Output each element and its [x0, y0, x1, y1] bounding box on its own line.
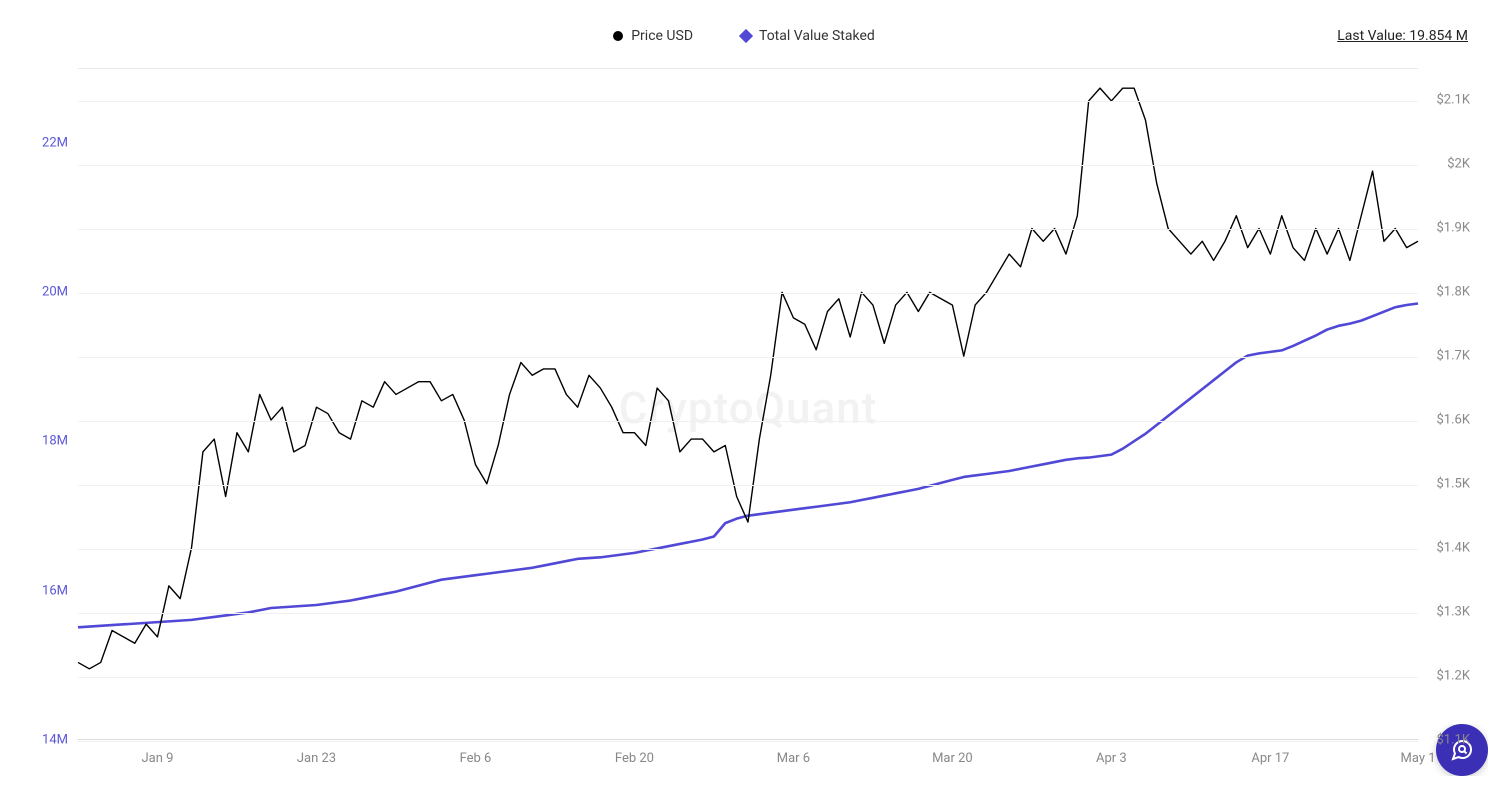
legend-item-price[interactable]: Price USD: [613, 28, 693, 44]
y-right-tick-label: $1.4K: [1436, 541, 1470, 556]
x-tick-label: Jan 23: [297, 751, 336, 766]
y-left-tick-label: 14M: [18, 733, 68, 748]
y-right-tick-label: $1.9K: [1436, 221, 1470, 236]
circle-marker-icon: [613, 31, 623, 41]
last-value-readout[interactable]: Last Value: 19.854 M: [1337, 28, 1468, 44]
x-tick-label: Jan 9: [142, 751, 174, 766]
gridline: [78, 741, 1418, 742]
plot-area[interactable]: CryptoQuant: [78, 68, 1418, 740]
gridline: [78, 293, 1418, 294]
x-tick-label: Feb 6: [460, 751, 492, 766]
chart-svg: [78, 69, 1418, 739]
x-tick-label: Mar 6: [777, 751, 810, 766]
gridline: [78, 229, 1418, 230]
y-left-tick-label: 16M: [18, 583, 68, 598]
gridline: [78, 421, 1418, 422]
gridline: [78, 485, 1418, 486]
chart-legend: Price USD Total Value Staked: [0, 28, 1488, 44]
y-left-tick-label: 20M: [18, 285, 68, 300]
gridline: [78, 101, 1418, 102]
gridline: [78, 549, 1418, 550]
x-tick-label: Apr 17: [1251, 751, 1289, 766]
gridline: [78, 677, 1418, 678]
legend-item-staked[interactable]: Total Value Staked: [741, 28, 875, 44]
y-right-tick-label: $1.5K: [1436, 477, 1470, 492]
y-right-tick-label: $1.2K: [1436, 669, 1470, 684]
y-right-tick-label: $1.7K: [1436, 349, 1470, 364]
chart-container: Price USD Total Value Staked Last Value:…: [0, 0, 1488, 786]
y-left-tick-label: 18M: [18, 434, 68, 449]
x-tick-label: Apr 3: [1096, 751, 1127, 766]
y-left-tick-label: 22M: [18, 135, 68, 150]
gridline: [78, 165, 1418, 166]
series-line-staked: [78, 304, 1418, 628]
diamond-marker-icon: [739, 29, 753, 43]
y-right-tick-label: $1.8K: [1436, 285, 1470, 300]
y-right-tick-label: $2K: [1447, 157, 1470, 172]
legend-label: Price USD: [631, 28, 693, 44]
x-tick-label: Feb 20: [615, 751, 654, 766]
x-tick-label: Mar 20: [932, 751, 973, 766]
gridline: [78, 357, 1418, 358]
y-right-tick-label: $1.3K: [1436, 605, 1470, 620]
legend-label: Total Value Staked: [759, 28, 875, 44]
gridline: [78, 613, 1418, 614]
y-right-tick-label: $1.6K: [1436, 413, 1470, 428]
y-right-tick-label: $2.1K: [1436, 93, 1470, 108]
y-right-tick-label: $1.1K: [1436, 733, 1470, 748]
x-tick-label: May 1: [1400, 751, 1435, 766]
